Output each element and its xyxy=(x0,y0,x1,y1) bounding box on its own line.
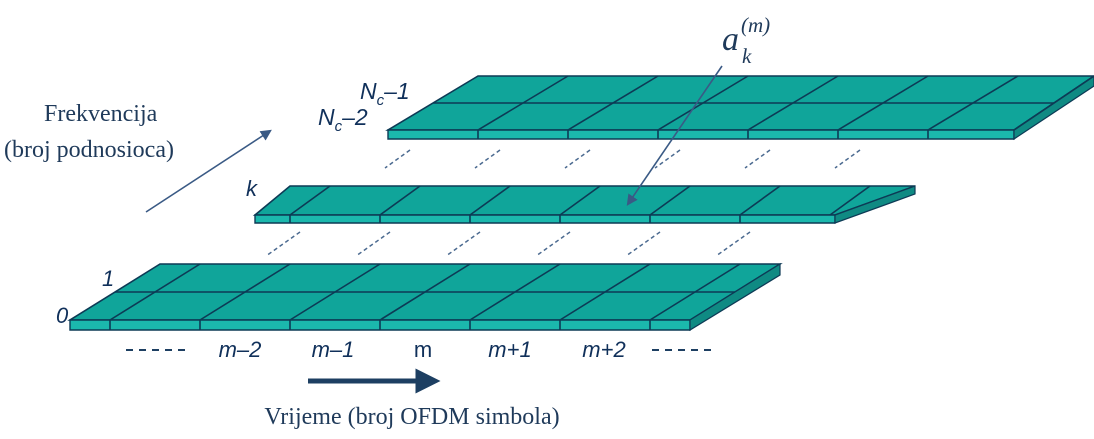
connectors-lower xyxy=(265,231,751,257)
row-label-k: k xyxy=(246,176,258,201)
slab-bottom-grid xyxy=(109,263,741,330)
symbol-label-sup: (m) xyxy=(741,13,770,37)
slab-top xyxy=(385,75,1094,141)
time-tick: m+2 xyxy=(582,337,625,362)
time-tick: m–1 xyxy=(312,337,355,362)
row-label-nc-minus-2: Nc–2 xyxy=(318,104,368,135)
slab-top-front xyxy=(387,129,1015,140)
slab-bottom xyxy=(67,262,783,332)
time-tick: m–2 xyxy=(219,337,262,362)
time-label: Vrijeme (broj OFDM simbola) xyxy=(264,404,559,430)
connectors-upper xyxy=(384,149,861,169)
slab-middle-grid xyxy=(289,185,871,223)
row-label-1: 1 xyxy=(102,266,114,291)
slab-top-grid xyxy=(433,75,1094,139)
symbol-label-sub: k xyxy=(742,44,752,68)
row-label-0: 0 xyxy=(56,303,69,328)
row-label-nc-minus-1: Nc–1 xyxy=(360,78,410,109)
frequency-label-line2: (broj podnosioca) xyxy=(4,137,174,163)
frequency-label-line1: Frekvencija xyxy=(44,101,158,127)
time-tick: m+1 xyxy=(488,337,531,362)
slab-middle-front xyxy=(254,214,836,224)
symbol-pointer-arrow xyxy=(626,65,723,206)
slab-middle-side xyxy=(834,185,916,224)
symbol-label: a xyxy=(722,21,739,58)
slab-middle-surface xyxy=(252,185,916,216)
time-tick: m xyxy=(414,337,432,362)
frequency-arrow xyxy=(145,129,272,213)
slab-bottom-side xyxy=(689,262,781,332)
slab-middle xyxy=(252,185,916,224)
